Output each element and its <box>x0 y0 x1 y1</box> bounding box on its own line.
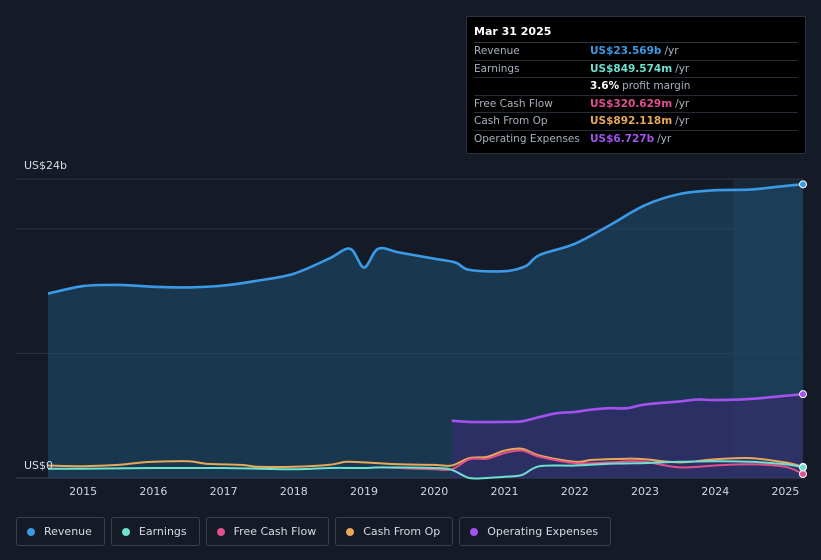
legend-dot-icon <box>27 527 35 536</box>
tooltip-row: Operating Expenses US$6.727b/yr <box>474 131 798 149</box>
tooltip-row-label: Operating Expenses <box>474 132 580 145</box>
legend-item-earnings[interactable]: Earnings <box>110 517 200 546</box>
x-tick-label: 2019 <box>350 485 378 498</box>
legend-item-free-cash-flow[interactable]: Free Cash Flow <box>205 517 330 546</box>
x-tick-label: 2021 <box>491 485 519 498</box>
x-tick-label: 2015 <box>69 485 97 498</box>
tooltip-row-unit: /yr <box>675 115 690 127</box>
tooltip-row: 3.6% profit margin <box>474 78 798 96</box>
tooltip-row-value: US$849.574m <box>590 62 673 75</box>
legend-label: Free Cash Flow <box>233 525 317 538</box>
y-axis-top-label: US$24b <box>24 159 68 172</box>
operating-expenses-end-point <box>799 390 807 399</box>
legend-dot-icon <box>216 527 225 536</box>
tooltip-row-unit: profit margin <box>622 80 691 92</box>
tooltip-row: Earnings US$849.574m/yr <box>474 61 798 78</box>
x-tick-label: 2022 <box>561 485 589 498</box>
tooltip-row-unit: /yr <box>675 97 690 110</box>
x-tick-label: 2025 <box>771 485 799 498</box>
cash-from-op-line <box>47 447 804 469</box>
tooltip-row-unit: /yr <box>664 45 679 57</box>
x-tick-label: 2018 <box>280 485 308 498</box>
x-tick-label: 2016 <box>139 485 167 498</box>
x-tick-label: 2017 <box>210 485 238 498</box>
legend-item-cash-from-op[interactable]: Cash From Op <box>335 517 454 546</box>
tooltip-date: Mar 31 2025 <box>474 23 798 43</box>
data-tooltip: Mar 31 2025 Revenue US$23.569b/yr Earnings… <box>466 16 806 154</box>
chart-legend: Revenue Earnings Free Cash Flow Cash From O… <box>16 517 612 546</box>
tooltip-row-label: Cash From Op <box>474 115 548 127</box>
tooltip-row-value: US$892.118m <box>590 115 673 127</box>
legend-dot-icon <box>470 527 479 536</box>
tooltip-row: Free Cash Flow US$320.629m/yr <box>474 96 798 113</box>
x-tick-label: 2023 <box>631 485 659 498</box>
revenue-end-point <box>799 180 807 189</box>
legend-label: Operating Expenses <box>487 525 599 538</box>
free-cash-flow-end-point <box>799 470 807 479</box>
earnings-end-point <box>799 463 807 472</box>
tooltip-row-unit: /yr <box>657 132 672 145</box>
tooltip-row-value: US$23.569b <box>590 45 662 57</box>
tooltip-row-value: 3.6% <box>590 80 620 92</box>
tooltip-row: Cash From Op US$892.118m/yr <box>474 113 798 131</box>
legend-label: Earnings <box>138 525 187 538</box>
legend-item-revenue[interactable]: Revenue <box>16 517 105 546</box>
revenue-line <box>47 183 804 295</box>
legend-label: Revenue <box>44 525 92 538</box>
legend-dot-icon <box>346 527 355 536</box>
tooltip-row-value: US$320.629m <box>590 97 673 110</box>
operating-expenses-line <box>451 392 804 424</box>
tooltip-row-value: US$6.727b <box>590 132 655 145</box>
tooltip-row-label <box>474 78 590 95</box>
revenue-area <box>48 184 803 478</box>
earnings-line <box>47 460 804 480</box>
x-tick-label: 2024 <box>701 485 729 498</box>
tooltip-row-label: Earnings <box>474 62 520 75</box>
legend-label: Cash From Op <box>363 525 441 538</box>
tooltip-rows: Revenue US$23.569b/yr Earnings US$849.574m /… <box>474 43 798 148</box>
y-axis-bottom-label: US$0 <box>24 459 54 472</box>
legend-item-operating-expenses[interactable]: Operating Expenses <box>459 517 612 546</box>
x-tick-label: 2020 <box>420 485 448 498</box>
legend-dot-icon <box>121 527 130 536</box>
tooltip-row-label: Revenue <box>474 45 520 57</box>
tooltip-row: Revenue US$23.569b/yr <box>474 43 798 61</box>
tooltip-row-label: Free Cash Flow <box>474 97 553 110</box>
tooltip-row-unit: /yr <box>675 62 690 75</box>
